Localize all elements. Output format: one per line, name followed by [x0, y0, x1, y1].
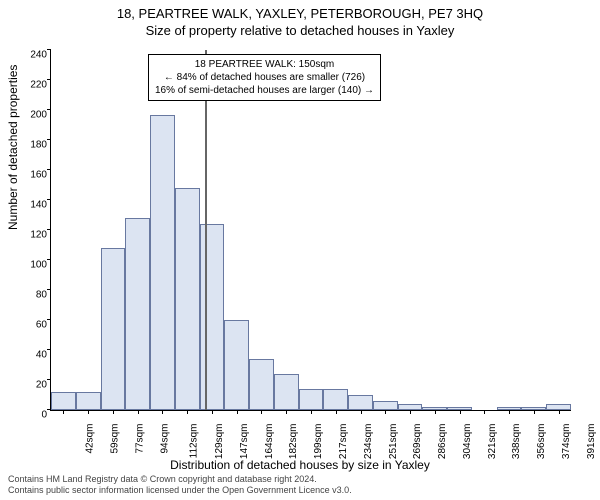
x-tick-mark — [559, 410, 560, 414]
annot-line1: 18 PEARTREE WALK: 150sqm — [155, 58, 374, 71]
y-tick-label: 20 — [17, 380, 47, 391]
histogram-bar — [51, 392, 76, 410]
y-tick-label: 160 — [17, 170, 47, 181]
page-subtitle: Size of property relative to detached ho… — [0, 21, 600, 38]
y-tick-mark — [47, 199, 51, 200]
histogram-bar — [200, 224, 225, 410]
histogram-bar — [348, 395, 373, 410]
y-tick-label: 220 — [17, 80, 47, 91]
y-tick-label: 60 — [17, 320, 47, 331]
x-tick-label: 321sqm — [487, 424, 498, 460]
histogram-bar — [299, 389, 324, 410]
histogram-bar — [175, 188, 200, 410]
x-tick-mark — [311, 410, 312, 414]
histogram-bar — [274, 374, 299, 410]
x-tick-mark — [63, 410, 64, 414]
x-tick-mark — [336, 410, 337, 414]
x-tick-label: 42sqm — [85, 424, 96, 454]
y-tick-mark — [47, 79, 51, 80]
y-tick-label: 120 — [17, 230, 47, 241]
histogram-bar — [249, 359, 274, 410]
x-tick-mark — [460, 410, 461, 414]
x-tick-label: 147sqm — [239, 424, 250, 460]
x-tick-mark — [361, 410, 362, 414]
x-tick-label: 234sqm — [363, 424, 374, 460]
y-tick-mark — [47, 379, 51, 380]
x-tick-label: 391sqm — [586, 424, 597, 460]
x-tick-label: 356sqm — [536, 424, 547, 460]
histogram-bar — [224, 320, 249, 410]
y-tick-mark — [47, 229, 51, 230]
x-tick-label: 251sqm — [388, 424, 399, 460]
x-tick-mark — [261, 410, 262, 414]
y-tick-label: 240 — [17, 50, 47, 61]
y-tick-label: 40 — [17, 350, 47, 361]
x-tick-label: 269sqm — [412, 424, 423, 460]
y-tick-label: 140 — [17, 200, 47, 211]
x-tick-label: 182sqm — [289, 424, 300, 460]
x-tick-mark — [286, 410, 287, 414]
x-tick-mark — [212, 410, 213, 414]
property-marker-line — [205, 50, 207, 410]
annot-line3: 16% of semi-detached houses are larger (… — [155, 84, 374, 97]
x-tick-label: 112sqm — [189, 424, 200, 459]
y-tick-mark — [47, 169, 51, 170]
x-tick-mark — [237, 410, 238, 414]
y-tick-mark — [47, 349, 51, 350]
histogram-bar — [373, 401, 398, 410]
annotation-box: 18 PEARTREE WALK: 150sqm ← 84% of detach… — [148, 54, 381, 101]
x-tick-mark — [534, 410, 535, 414]
annot-line2: ← 84% of detached houses are smaller (72… — [155, 71, 374, 84]
page-title: 18, PEARTREE WALK, YAXLEY, PETERBOROUGH,… — [0, 0, 600, 21]
x-tick-mark — [410, 410, 411, 414]
x-tick-mark — [162, 410, 163, 414]
x-tick-label: 374sqm — [561, 424, 572, 460]
x-tick-mark — [484, 410, 485, 414]
x-tick-mark — [113, 410, 114, 414]
x-tick-label: 129sqm — [214, 424, 225, 460]
x-tick-label: 286sqm — [437, 424, 448, 460]
histogram-bar — [323, 389, 348, 410]
footer-line1: Contains HM Land Registry data © Crown c… — [8, 474, 352, 485]
x-tick-mark — [187, 410, 188, 414]
y-tick-mark — [47, 289, 51, 290]
histogram-bar — [101, 248, 126, 410]
footer-attribution: Contains HM Land Registry data © Crown c… — [8, 474, 352, 496]
chart-area: 02040608010012014016018020022024042sqm59… — [50, 50, 570, 410]
y-tick-mark — [47, 109, 51, 110]
plot-area: 02040608010012014016018020022024042sqm59… — [50, 50, 571, 411]
y-tick-label: 180 — [17, 140, 47, 151]
x-tick-label: 199sqm — [313, 424, 324, 460]
x-tick-mark — [385, 410, 386, 414]
y-tick-label: 200 — [17, 110, 47, 121]
y-tick-mark — [47, 319, 51, 320]
histogram-bar — [150, 115, 175, 411]
x-tick-label: 217sqm — [338, 424, 349, 460]
x-tick-label: 338sqm — [511, 424, 522, 460]
y-tick-mark — [47, 49, 51, 50]
footer-line2: Contains public sector information licen… — [8, 485, 352, 496]
y-tick-label: 0 — [17, 410, 47, 421]
x-tick-mark — [509, 410, 510, 414]
y-tick-mark — [47, 259, 51, 260]
x-tick-label: 304sqm — [462, 424, 473, 460]
histogram-bar — [76, 392, 101, 410]
x-tick-label: 94sqm — [159, 424, 170, 454]
x-tick-mark — [435, 410, 436, 414]
y-tick-mark — [47, 139, 51, 140]
x-tick-label: 164sqm — [264, 424, 275, 460]
histogram-bar — [125, 218, 150, 410]
x-tick-label: 77sqm — [134, 424, 145, 454]
x-axis-label: Distribution of detached houses by size … — [0, 458, 600, 472]
x-tick-mark — [88, 410, 89, 414]
x-tick-mark — [138, 410, 139, 414]
y-tick-label: 80 — [17, 290, 47, 301]
x-tick-label: 59sqm — [110, 424, 121, 454]
y-tick-label: 100 — [17, 260, 47, 271]
chart-container: 18, PEARTREE WALK, YAXLEY, PETERBOROUGH,… — [0, 0, 600, 500]
